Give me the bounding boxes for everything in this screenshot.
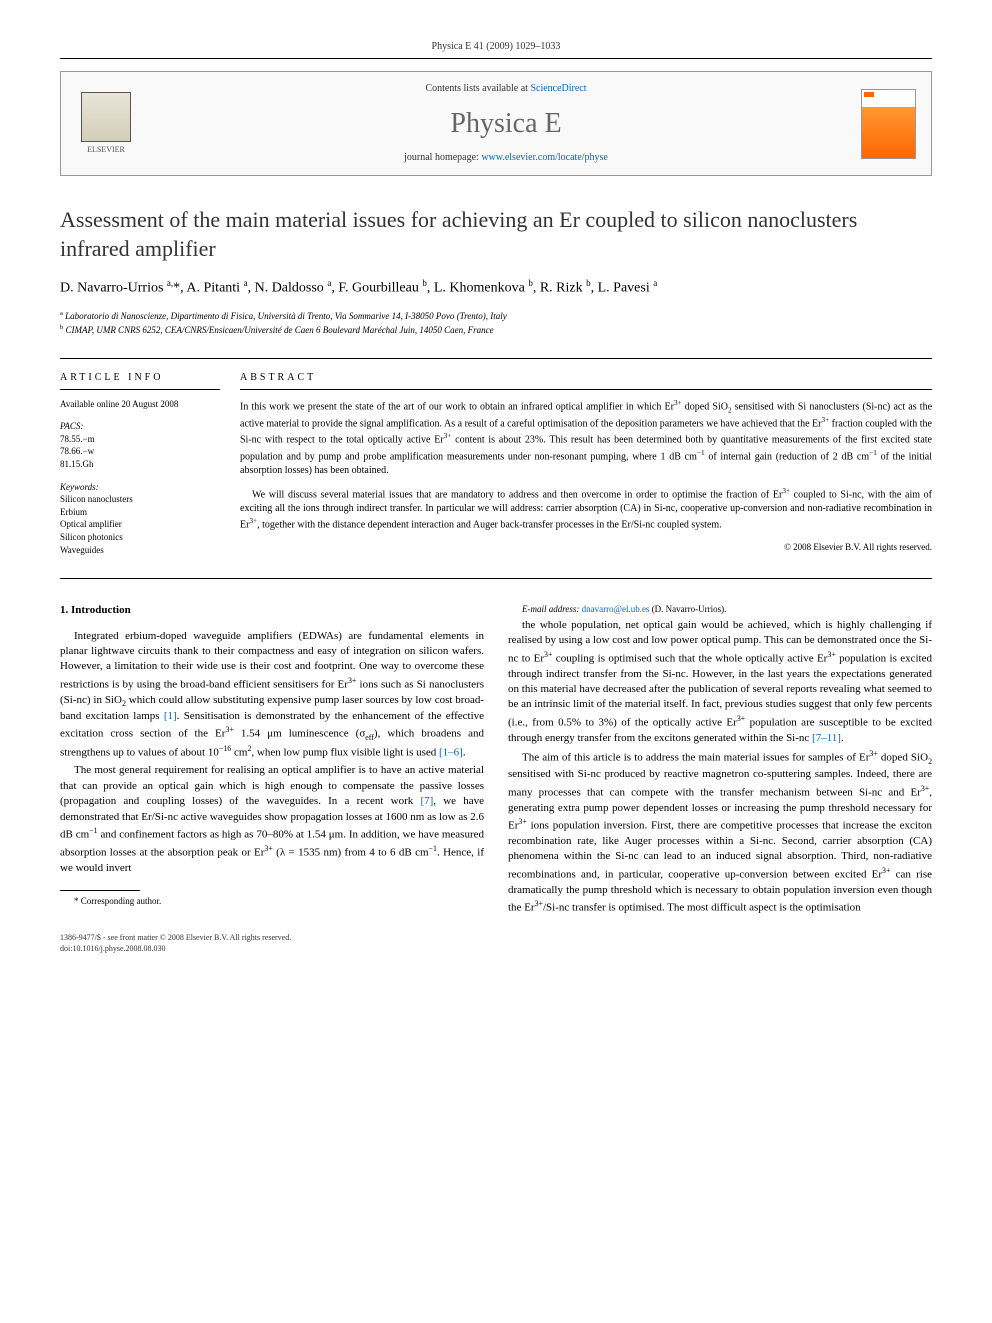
contents-prefix: Contents lists available at <box>425 83 530 94</box>
article-info-heading: ARTICLE INFO <box>60 371 220 390</box>
body-para: The most general requirement for realisi… <box>60 763 484 876</box>
body-para: Integrated erbium-doped waveguide amplif… <box>60 629 484 762</box>
section-heading: 1. Introduction <box>60 603 484 618</box>
keyword: Silicon nanoclusters <box>60 493 220 506</box>
email-author-name: (D. Navarro-Urrios). <box>652 604 727 614</box>
keywords-block: Keywords: Silicon nanoclusters Erbium Op… <box>60 481 220 557</box>
author-email-link[interactable]: dnavarro@el.ub.es <box>582 604 650 614</box>
publisher-logo: ELSEVIER <box>76 89 136 159</box>
running-head: Physica E 41 (2009) 1029–1033 <box>60 40 932 59</box>
abstract-column: ABSTRACT In this work we present the sta… <box>240 371 932 567</box>
journal-header-box: ELSEVIER Contents lists available at Sci… <box>60 71 932 176</box>
body-para: the whole population, net optical gain w… <box>508 618 932 746</box>
sciencedirect-link[interactable]: ScienceDirect <box>530 83 586 94</box>
affiliation-a: a Laboratorio di Nanoscienze, Dipartimen… <box>60 309 932 324</box>
section-number: 1. <box>60 604 68 616</box>
keyword: Waveguides <box>60 544 220 557</box>
article-title: Assessment of the main material issues f… <box>60 206 932 263</box>
affiliations: a Laboratorio di Nanoscienze, Dipartimen… <box>60 309 932 338</box>
info-abstract-row: ARTICLE INFO Available online 20 August … <box>60 358 932 580</box>
homepage-prefix: journal homepage: <box>404 152 481 163</box>
abstract-heading: ABSTRACT <box>240 371 932 390</box>
keyword: Silicon photonics <box>60 531 220 544</box>
article-body: 1. Introduction Integrated erbium-doped … <box>60 603 932 916</box>
email-label: E-mail address: <box>522 604 579 614</box>
publisher-name: ELSEVIER <box>87 144 125 155</box>
abstract-text: In this work we present the state of the… <box>240 398 932 533</box>
pacs-label: PACS: <box>60 420 220 433</box>
journal-homepage-link[interactable]: www.elsevier.com/locate/physe <box>481 152 608 163</box>
journal-title: Physica E <box>151 104 861 143</box>
elsevier-tree-icon <box>81 92 131 142</box>
journal-header-center: Contents lists available at ScienceDirec… <box>151 82 861 165</box>
pacs-block: PACS: 78.55.−m 78.66.−w 81.15.Gh <box>60 420 220 470</box>
pacs-code: 78.55.−m <box>60 433 220 446</box>
pacs-code: 78.66.−w <box>60 445 220 458</box>
keyword: Optical amplifier <box>60 518 220 531</box>
body-para: The aim of this article is to address th… <box>508 748 932 916</box>
keyword: Erbium <box>60 506 220 519</box>
email-footnote: E-mail address: dnavarro@el.ub.es (D. Na… <box>508 603 932 616</box>
footer-copyright: 1386-9477/$ - see front matter © 2008 El… <box>60 932 932 943</box>
abstract-copyright: © 2008 Elsevier B.V. All rights reserved… <box>240 541 932 554</box>
author-list: D. Navarro-Urrios a,*, A. Pitanti a, N. … <box>60 277 932 298</box>
pacs-code: 81.15.Gh <box>60 458 220 471</box>
abstract-para: In this work we present the state of the… <box>240 398 932 478</box>
keywords-label: Keywords: <box>60 481 220 494</box>
page-footer: 1386-9477/$ - see front matter © 2008 El… <box>60 932 932 954</box>
corresponding-author-note: * Corresponding author. <box>60 895 484 908</box>
article-info-column: ARTICLE INFO Available online 20 August … <box>60 371 240 567</box>
footer-doi: doi:10.1016/j.physe.2008.08.030 <box>60 943 932 954</box>
affiliation-b: b CIMAP, UMR CNRS 6252, CEA/CNRS/Ensicae… <box>60 323 932 338</box>
contents-available-line: Contents lists available at ScienceDirec… <box>151 82 861 96</box>
available-online: Available online 20 August 2008 <box>60 398 220 411</box>
footnote-rule <box>60 890 140 891</box>
journal-cover-thumbnail <box>861 89 916 159</box>
section-title: Introduction <box>71 604 131 616</box>
journal-homepage-line: journal homepage: www.elsevier.com/locat… <box>151 151 861 165</box>
abstract-para: We will discuss several material issues … <box>240 486 932 533</box>
